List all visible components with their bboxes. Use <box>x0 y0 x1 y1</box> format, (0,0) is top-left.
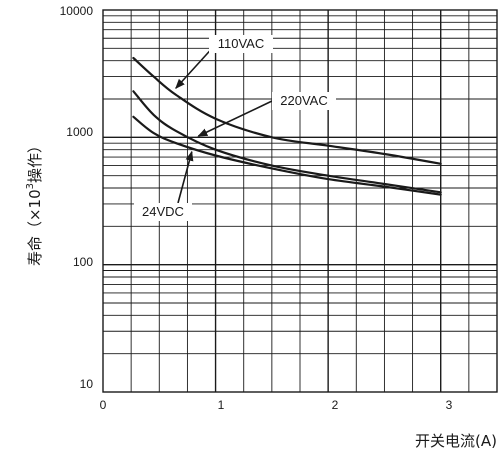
annotation-label-24vdc: 24VDC <box>142 204 184 219</box>
y-tick-label-10: 10 <box>80 377 94 391</box>
y-tick-label-1000: 1000 <box>66 125 93 139</box>
x-axis-label: 开关电流(A) <box>415 432 497 450</box>
x-tick-label-0: 0 <box>100 398 107 412</box>
x-tick-label-3: 3 <box>446 398 453 412</box>
annotation-label-220vac: 220VAC <box>280 93 327 108</box>
annotation-arrow-24vdc <box>177 150 194 204</box>
x-tick-label-2: 2 <box>332 398 339 412</box>
annotation-box-24vdc <box>134 203 192 221</box>
y-axis-label-exponent: 3 <box>25 183 36 189</box>
y-tick-labels: 10000 1000 100 10 <box>60 4 94 391</box>
y-axis-label-tail: 操作） <box>26 138 44 183</box>
plot-frame <box>102 9 498 393</box>
series-line-220vac <box>132 90 442 194</box>
y-tick-label-100: 100 <box>73 255 93 269</box>
y-axis-label: 寿命（×103操作） <box>25 138 44 266</box>
annotation-label-110vac: 110VAC <box>218 36 265 51</box>
x-tick-label-1: 1 <box>218 398 225 412</box>
svg-text:寿命（×103操作）: 寿命（×103操作） <box>25 138 44 266</box>
y-axis-label-main: 寿命（×10 <box>26 189 44 266</box>
annotation-arrow-220vac <box>197 100 273 137</box>
series-line-24vdc <box>132 115 442 196</box>
y-tick-label-10000: 10000 <box>60 4 94 18</box>
annotation-layer: 110VAC 220VAC 24VDC <box>134 35 336 221</box>
series-layer <box>132 56 442 196</box>
annotation-box-220vac <box>272 92 336 110</box>
major-gridlines <box>103 10 497 392</box>
minor-gridlines <box>103 10 497 392</box>
x-tick-labels: 0 1 2 3 <box>100 398 453 412</box>
annotation-box-110vac <box>209 35 273 53</box>
series-line-110vac <box>132 56 442 165</box>
